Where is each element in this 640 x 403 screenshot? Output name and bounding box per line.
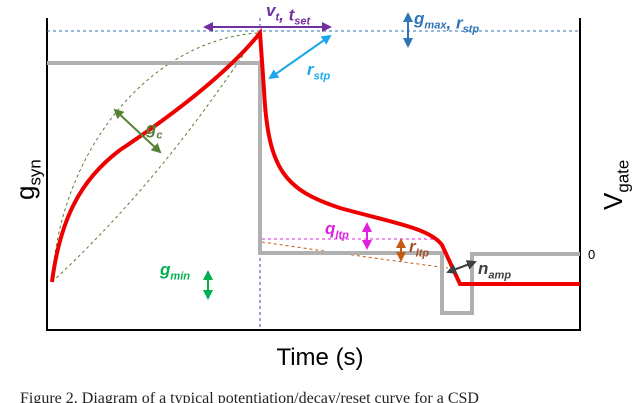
label-sub: c xyxy=(156,129,162,141)
x-axis-label: Time (s) xyxy=(276,344,363,371)
label-sub: set xyxy=(294,16,311,28)
guide-curve xyxy=(51,32,259,283)
label-sub: t xyxy=(275,11,280,23)
y-axis-label: gsyn xyxy=(10,159,45,200)
label-main: n xyxy=(478,259,488,278)
arrow xyxy=(446,260,477,274)
caption: Figure 2. Diagram of a typical potentiat… xyxy=(20,390,479,403)
label-sub: stp xyxy=(314,70,331,82)
label-main: r xyxy=(307,60,315,79)
label-main: g xyxy=(159,260,171,279)
label-main: g xyxy=(413,9,425,28)
annotation: rstp xyxy=(307,60,330,82)
annotation: qltp xyxy=(325,219,349,241)
annotation: rltp xyxy=(409,237,429,259)
annotation: namp xyxy=(478,259,511,281)
label-main: , t xyxy=(278,5,295,24)
label-sub: max xyxy=(424,19,447,31)
arrow xyxy=(268,34,332,80)
annotation: gmax, rstp xyxy=(413,9,479,36)
label-main: V xyxy=(598,192,628,210)
label-sub: gate xyxy=(614,160,633,193)
label-main: r xyxy=(409,237,417,256)
y-right-axis-label: Vgate xyxy=(598,160,633,210)
label-main: g xyxy=(145,119,157,138)
label-sub: syn xyxy=(26,159,45,185)
label-main: q xyxy=(325,219,336,238)
annotation: vt, tset xyxy=(266,1,312,28)
label-main: g xyxy=(10,186,40,200)
label-sub: ltp xyxy=(416,247,430,259)
label-main: v xyxy=(266,1,277,20)
conductance xyxy=(50,27,580,286)
label-sub: min xyxy=(170,270,190,282)
annotation: gmin xyxy=(159,260,190,282)
axes-frame xyxy=(46,18,581,331)
label-main: , r xyxy=(446,13,464,32)
label-sub: amp xyxy=(488,269,511,281)
y-right-tick: 0 xyxy=(588,247,595,262)
annotation: gc xyxy=(145,119,163,141)
label-sub: stp xyxy=(463,24,480,36)
label-sub: ltp xyxy=(335,229,349,241)
arrow xyxy=(113,108,162,154)
